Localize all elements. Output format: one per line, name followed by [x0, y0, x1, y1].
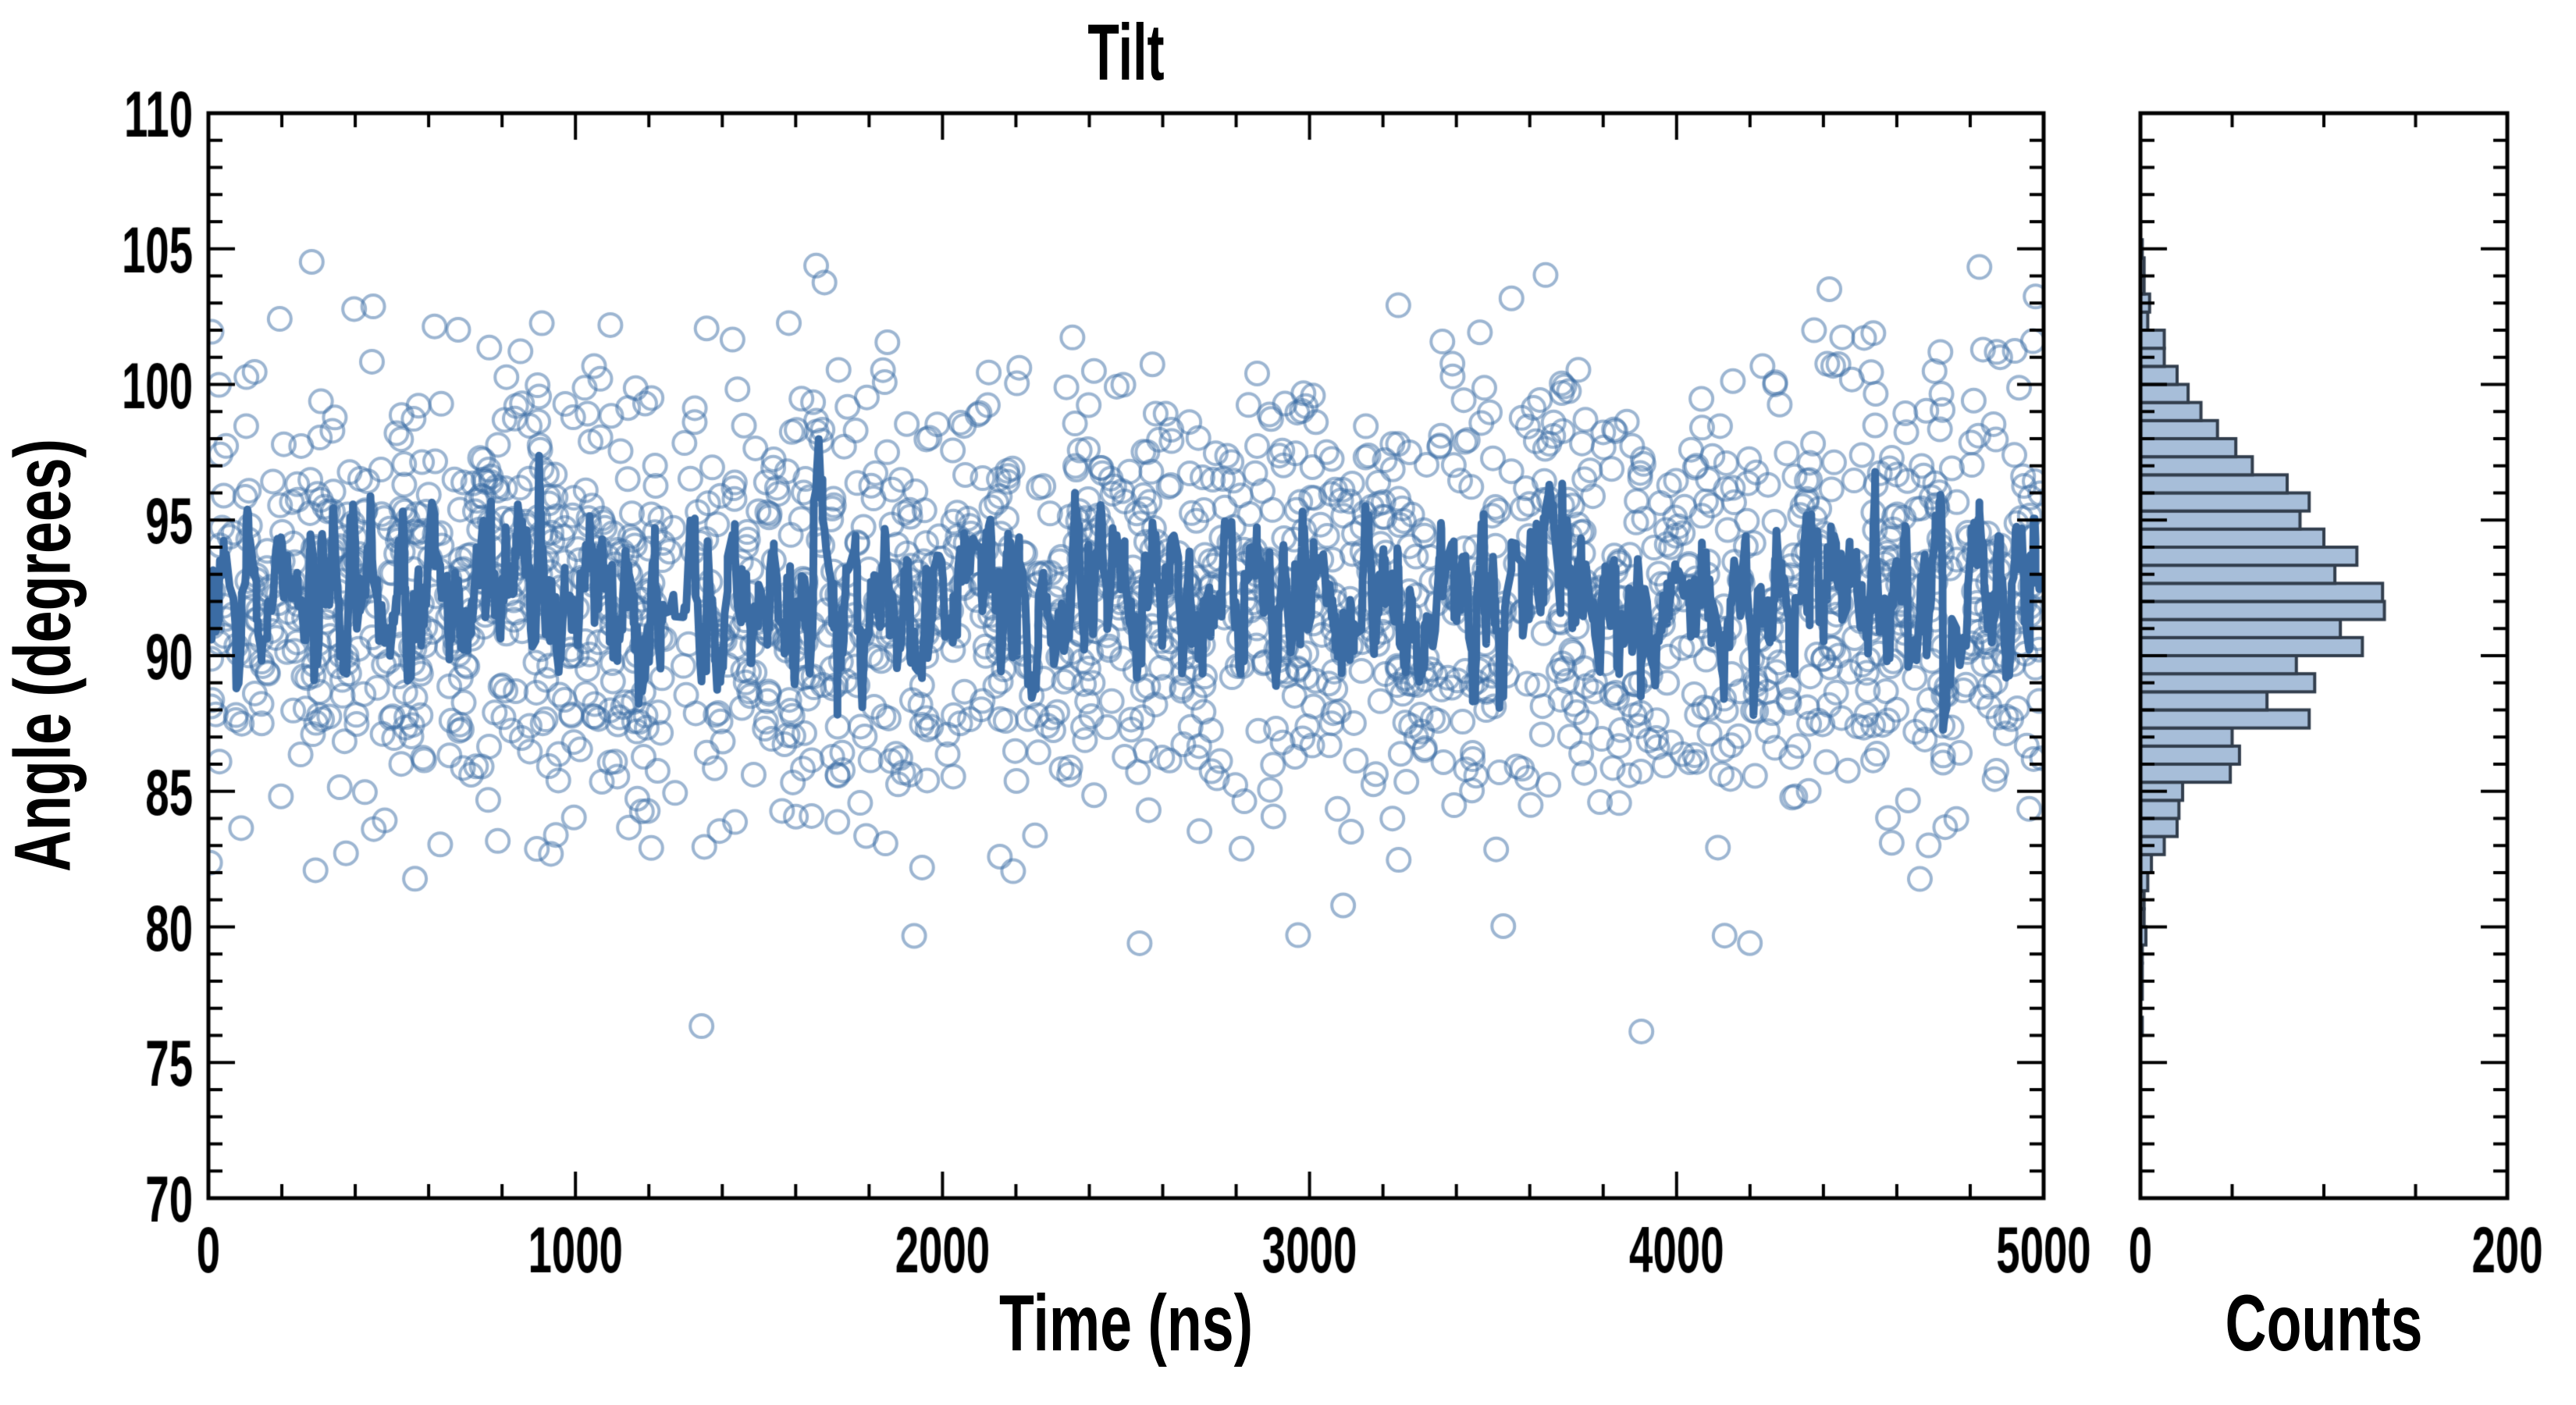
y-axis-label: Angle (degrees): [0, 439, 87, 873]
hist-x-axis-label: Counts: [2225, 1279, 2423, 1368]
x-axis-label: Time (ns): [998, 1279, 1254, 1368]
chart-title: Tilt: [1087, 8, 1165, 97]
